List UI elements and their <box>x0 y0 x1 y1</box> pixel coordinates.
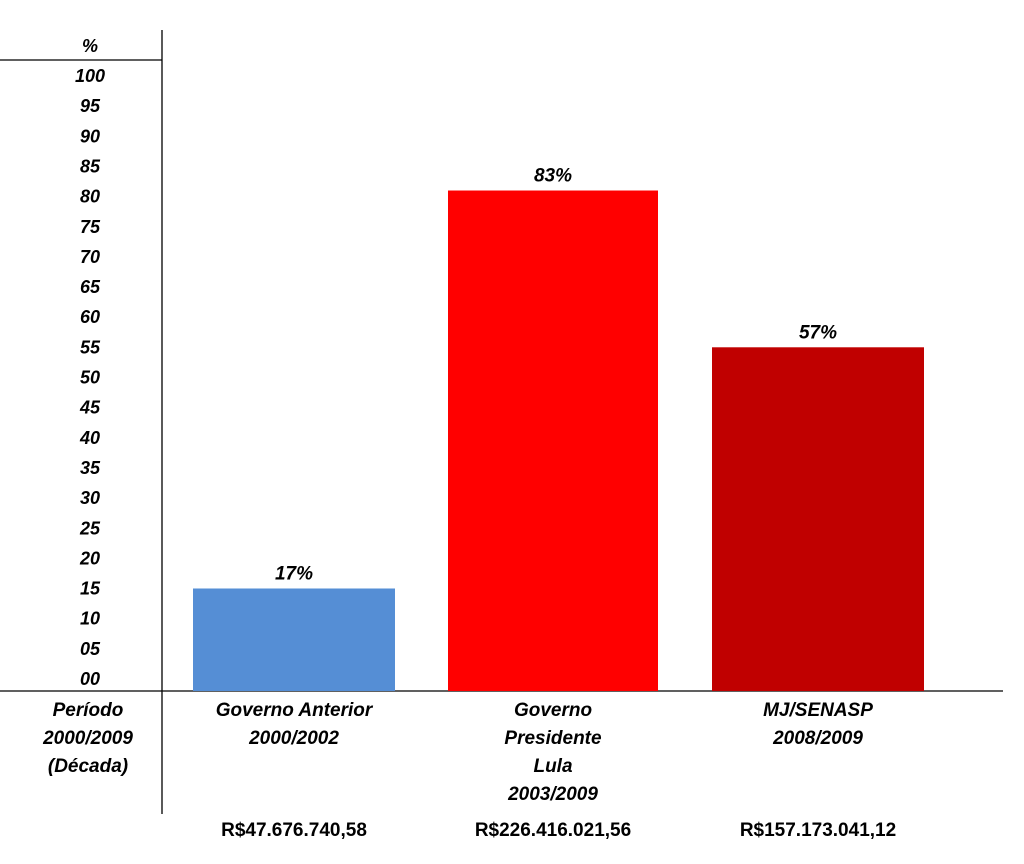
y-tick-label: 95 <box>80 96 101 116</box>
y-axis-ticks: % 00 05 10 15 20 25 30 35 40 45 50 55 60 65 70 75 80 85 90 9… <box>75 36 105 689</box>
bar-value-label: 57% <box>799 322 837 343</box>
y-tick-label: 85 <box>80 156 101 176</box>
y-tick-label: 05 <box>80 639 101 659</box>
bar-value-label: 17% <box>275 563 313 584</box>
y-axis-unit: % <box>82 36 98 56</box>
y-tick-label: 80 <box>80 187 100 207</box>
y-tick-label: 70 <box>80 247 100 267</box>
y-tick-label: 20 <box>79 548 100 568</box>
bars <box>193 190 924 691</box>
amount-label: R$157.173.041,12 <box>740 820 896 841</box>
category-labels: Período 2000/2009 (Década) 17% Governo Anter… <box>42 166 896 841</box>
amount-label: R$47.676.740,58 <box>221 820 367 841</box>
bar <box>712 347 924 691</box>
bar <box>193 588 395 691</box>
y-tick-label: 10 <box>80 609 100 629</box>
y-tick-label: 30 <box>80 488 100 508</box>
y-tick-label: 45 <box>79 398 101 418</box>
y-tick-label: 65 <box>80 277 101 297</box>
period-label: Período 2000/2009 (Década) <box>42 700 133 777</box>
y-tick-label: 90 <box>80 126 100 146</box>
y-tick-label: 100 <box>75 66 105 86</box>
category-label: Governo Presidente Lula 2003/2009 <box>504 700 602 805</box>
y-tick-label: 00 <box>80 669 100 689</box>
y-tick-label: 60 <box>80 307 100 327</box>
category-label: MJ/SENASP 2008/2009 <box>763 700 873 749</box>
y-tick-label: 25 <box>79 518 101 538</box>
y-tick-label: 40 <box>79 428 100 448</box>
bar <box>448 190 658 691</box>
y-tick-label: 75 <box>80 217 101 237</box>
bar-value-label: 83% <box>534 166 572 187</box>
y-tick-label: 15 <box>80 579 101 599</box>
y-tick-label: 35 <box>80 458 101 478</box>
y-tick-label: 55 <box>80 337 101 357</box>
category-label: Governo Anterior 2000/2002 <box>216 700 374 749</box>
amount-label: R$226.416.021,56 <box>475 820 631 841</box>
y-tick-label: 50 <box>80 368 100 388</box>
